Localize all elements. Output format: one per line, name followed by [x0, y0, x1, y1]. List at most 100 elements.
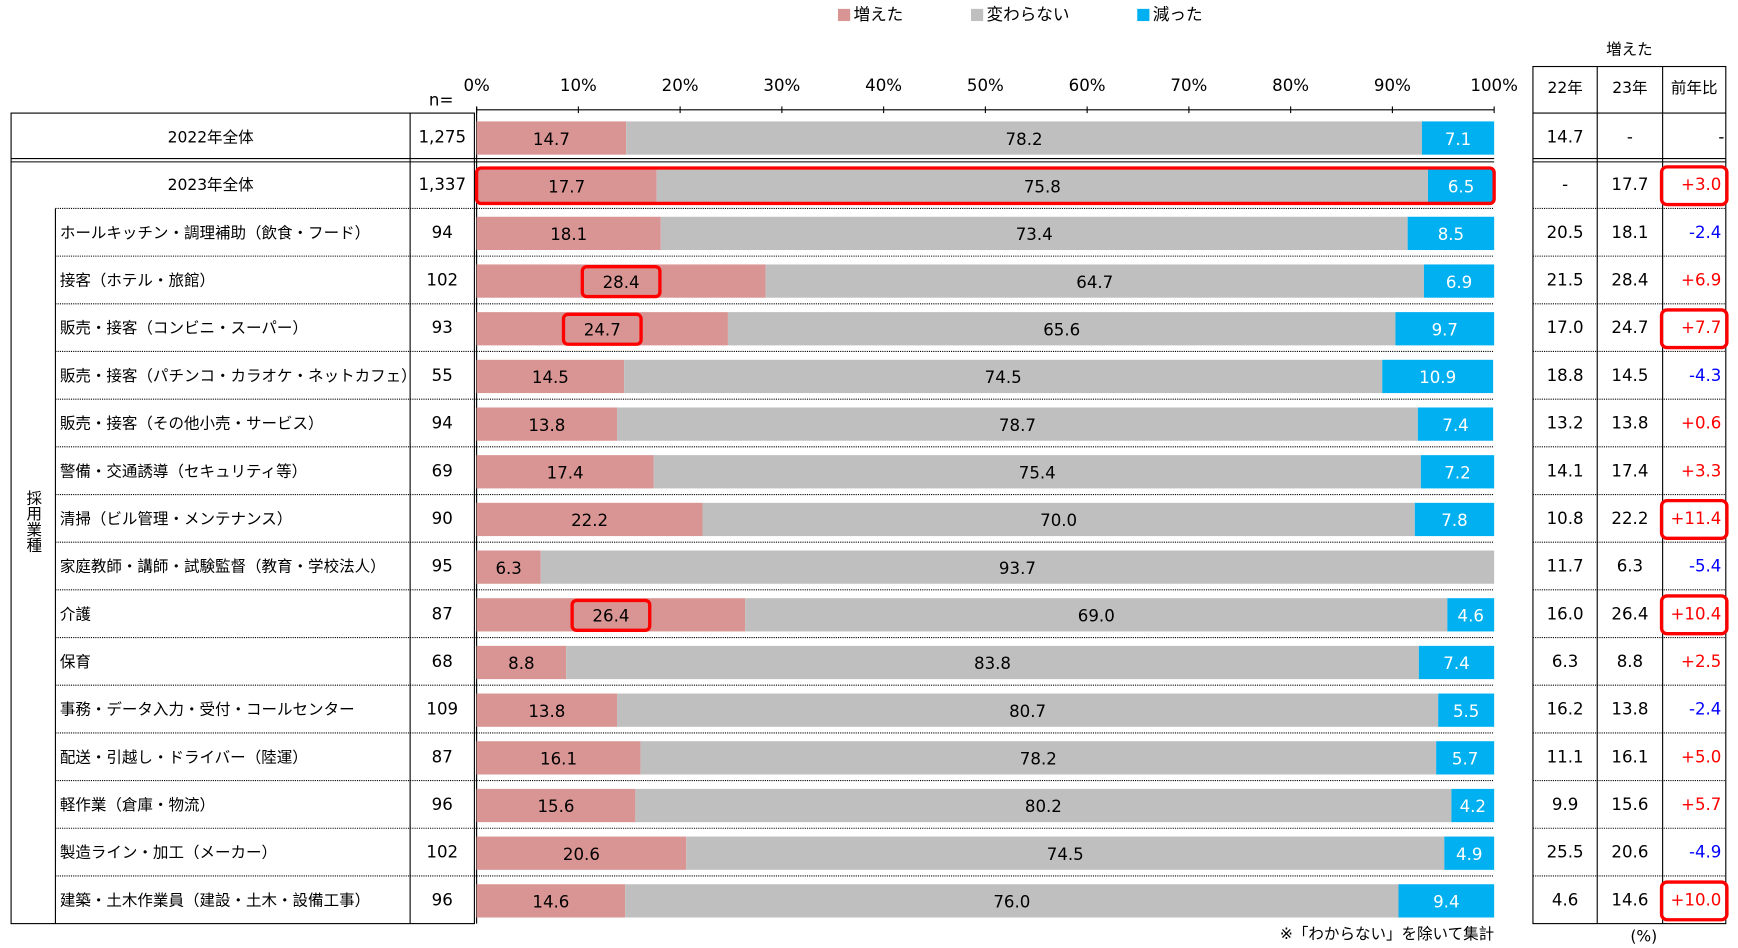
table-cell: 11.1 — [1547, 747, 1584, 766]
bar-segment — [1423, 264, 1495, 298]
column-header: 23年 — [1612, 79, 1647, 97]
data-label: 7.4 — [1443, 654, 1469, 673]
bar-segment — [1421, 121, 1495, 155]
table-cell: 8.8 — [1617, 652, 1643, 671]
table-cell: 21.5 — [1547, 271, 1584, 290]
bar-segment — [540, 550, 1495, 584]
highlight-box — [1659, 880, 1729, 922]
data-label: 5.7 — [1452, 750, 1478, 769]
table-cell: 14.1 — [1547, 461, 1584, 480]
bar-segment — [476, 550, 541, 584]
bar-segment — [656, 169, 1429, 203]
table-cell: 16.0 — [1547, 604, 1584, 623]
bar-segment — [745, 598, 1448, 632]
data-label: 13.8 — [528, 702, 565, 721]
bar-segment — [476, 359, 625, 394]
data-label: 74.5 — [1047, 845, 1084, 864]
bar-segment — [660, 216, 1408, 251]
category-label: 建築・土木作業員（建設・土木・設備工事） — [60, 891, 370, 909]
bar-segment — [1438, 693, 1495, 727]
table-cell: +11.4 — [1670, 509, 1721, 528]
table-cell: 24.7 — [1611, 318, 1648, 337]
category-label: ホールキッチン・調理補助（飲食・フード） — [60, 224, 370, 242]
n-value: 94 — [432, 414, 453, 433]
table-cell: 20.5 — [1547, 223, 1584, 242]
category-label: 家庭教師・講師・試験監督（教育・学校法人） — [60, 558, 386, 576]
x-tick-label: 60% — [1069, 76, 1106, 95]
category-label: 軽作業（倉庫・物流） — [60, 796, 215, 814]
bar-segment — [1407, 216, 1495, 251]
table-cell: -2.4 — [1689, 223, 1721, 242]
data-label: 14.7 — [533, 130, 570, 149]
n-value: 68 — [432, 652, 453, 671]
data-label: 14.5 — [532, 368, 569, 387]
x-tick-label: 30% — [763, 76, 800, 95]
bar-segment — [1451, 788, 1495, 823]
x-tick-label: 100% — [1470, 76, 1517, 95]
data-label: 7.1 — [1445, 130, 1471, 149]
bar-segment — [476, 121, 627, 155]
table-cell: 13.8 — [1611, 700, 1648, 719]
table-cell: 17.0 — [1547, 318, 1584, 337]
table-cell: 14.5 — [1611, 366, 1648, 385]
table-cell: - — [1718, 128, 1724, 147]
data-label: 17.4 — [547, 463, 584, 482]
bar-segment — [640, 741, 1437, 775]
table-cell: +10.4 — [1670, 604, 1721, 623]
table-cell: -5.4 — [1689, 557, 1721, 576]
table-cell: 25.5 — [1547, 843, 1584, 862]
x-tick-label: 50% — [967, 76, 1004, 95]
bar-segment — [476, 598, 746, 632]
bar-segment — [1414, 502, 1495, 537]
category-label: 清掃（ビル管理・メンテナンス） — [60, 510, 292, 528]
data-label: 83.8 — [974, 654, 1011, 673]
bar-segment — [476, 788, 636, 823]
bar-segment — [617, 693, 1439, 727]
table-cell: 17.4 — [1611, 461, 1648, 480]
data-label: 8.8 — [508, 654, 534, 673]
highlight-box — [1659, 498, 1729, 540]
bar-segment — [1447, 598, 1495, 632]
bar-segment — [702, 502, 1415, 537]
bar-segment — [635, 788, 1452, 823]
highlight-box — [570, 598, 652, 632]
table-cell: 4.6 — [1552, 890, 1578, 909]
bar-segment — [476, 264, 766, 298]
column-header: 前年比 — [1671, 79, 1718, 97]
n-value: 55 — [432, 366, 453, 385]
table-cell: 18.8 — [1547, 366, 1584, 385]
data-label: 9.4 — [1433, 893, 1459, 912]
data-label: 10.9 — [1419, 368, 1456, 387]
unit: (%) — [1630, 927, 1657, 945]
x-tick-label: 80% — [1272, 76, 1309, 95]
data-label: 65.6 — [1043, 320, 1080, 339]
category-label: 保育 — [60, 653, 91, 671]
data-label: 76.0 — [993, 893, 1030, 912]
x-tick-label: 20% — [662, 76, 699, 95]
n-value: 69 — [432, 461, 453, 480]
n-value: 94 — [432, 223, 453, 242]
category-label: 配送・引越し・ドライバー（陸運） — [60, 748, 308, 766]
bar-segment — [566, 645, 1419, 680]
note: ※「わからない」を除いて集計 — [1280, 925, 1494, 943]
data-label: 18.1 — [550, 225, 587, 244]
table-cell: -2.4 — [1689, 700, 1721, 719]
data-label: 78.7 — [999, 416, 1036, 435]
table-cell: 18.1 — [1611, 223, 1648, 242]
legend-swatch — [1137, 8, 1150, 22]
data-label: 14.6 — [532, 893, 569, 912]
category-label: 2023年全体 — [168, 176, 255, 194]
table-cell: 26.4 — [1611, 604, 1648, 623]
data-label: 5.5 — [1453, 702, 1479, 721]
data-label: 4.6 — [1458, 607, 1484, 626]
category-label: 2022年全体 — [168, 129, 255, 147]
table-cell: +3.0 — [1681, 175, 1721, 194]
category-label: 警備・交通誘導（セキュリティ等） — [60, 462, 307, 480]
x-tick-label: 10% — [560, 76, 597, 95]
category-label: 販売・接客（パチンコ・カラオケ・ネットカフェ） — [60, 367, 417, 385]
n-value: 96 — [432, 795, 453, 814]
table-cell: +3.3 — [1681, 461, 1721, 480]
bar-segment — [617, 407, 1418, 441]
n-value: 87 — [432, 747, 453, 766]
table-frame — [10, 112, 475, 925]
